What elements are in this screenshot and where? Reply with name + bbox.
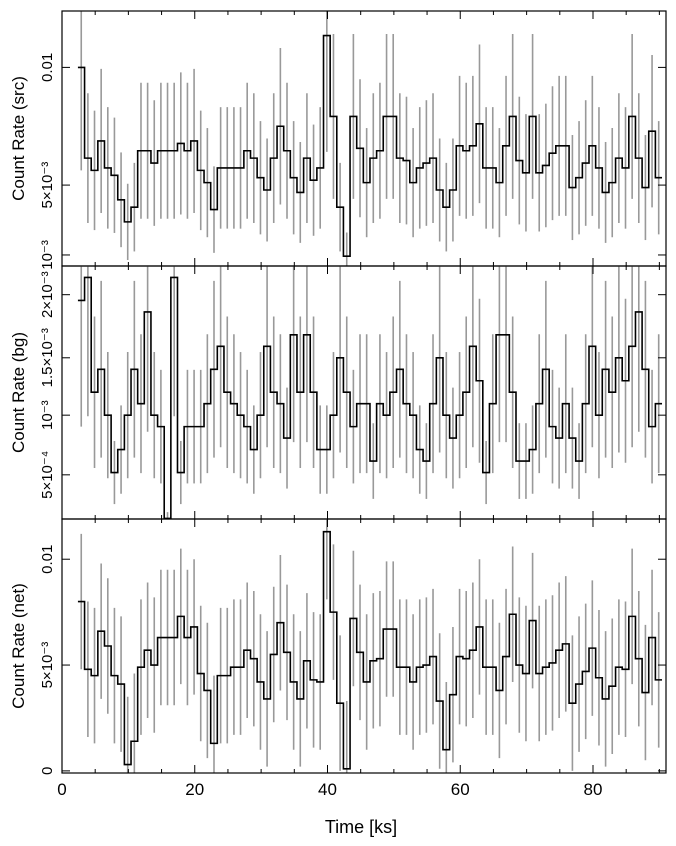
plot-area-src xyxy=(77,11,663,266)
y-axis-label-net: Count Rate (net) xyxy=(9,583,28,709)
panels-group: 0.01 5×10⁻³ 10⁻³ Count Rate (src) 5×10⁻⁴ 10⁻³… xyxy=(9,10,667,799)
x-axis-label: Time [ks] xyxy=(325,817,397,837)
y-tick-label: 5×10⁻³ xyxy=(39,162,56,209)
x-tick-label: 40 xyxy=(318,780,337,799)
panel-frame-net xyxy=(61,518,667,774)
series-line-src xyxy=(77,34,663,257)
x-tick-label: 60 xyxy=(451,780,470,799)
panel-net: 0 5×10⁻³ 0.01 Count Rate (net) xyxy=(9,518,667,775)
y-tick-label: 10⁻³ xyxy=(39,240,56,270)
plot-area-net xyxy=(77,519,663,773)
series-line-net xyxy=(77,530,663,770)
y-tick-label: 5×10⁻⁴ xyxy=(39,451,56,499)
panel-bg: 5×10⁻⁴ 10⁻³ 1.5×10⁻³ 2×10⁻³ Count Rate (bg) xyxy=(9,265,667,520)
y-axis-label-bg: Count Rate (bg) xyxy=(9,332,28,453)
y-tick-label: 2×10⁻³ xyxy=(39,271,56,318)
x-tick-label: 80 xyxy=(584,780,603,799)
panel-src: 0.01 5×10⁻³ 10⁻³ Count Rate (src) xyxy=(9,10,667,270)
x-tick-label: 20 xyxy=(185,780,204,799)
panel-frame-bg xyxy=(61,265,667,520)
y-tick-label: 1.5×10⁻³ xyxy=(39,328,56,387)
y-tick-label: 10⁻³ xyxy=(39,400,56,430)
plot-area-bg xyxy=(77,266,663,519)
panel-frame-src xyxy=(61,10,667,267)
y-tick-label: 5×10⁻³ xyxy=(39,642,56,689)
y-axis-label-src: Count Rate (src) xyxy=(9,76,28,201)
y-tick-label: 0.01 xyxy=(39,53,56,82)
series-line-bg xyxy=(77,276,663,519)
y-tick-label: 0 xyxy=(39,767,56,775)
x-tick-label: 0 xyxy=(57,780,66,799)
y-tick-label: 0.01 xyxy=(39,545,56,574)
